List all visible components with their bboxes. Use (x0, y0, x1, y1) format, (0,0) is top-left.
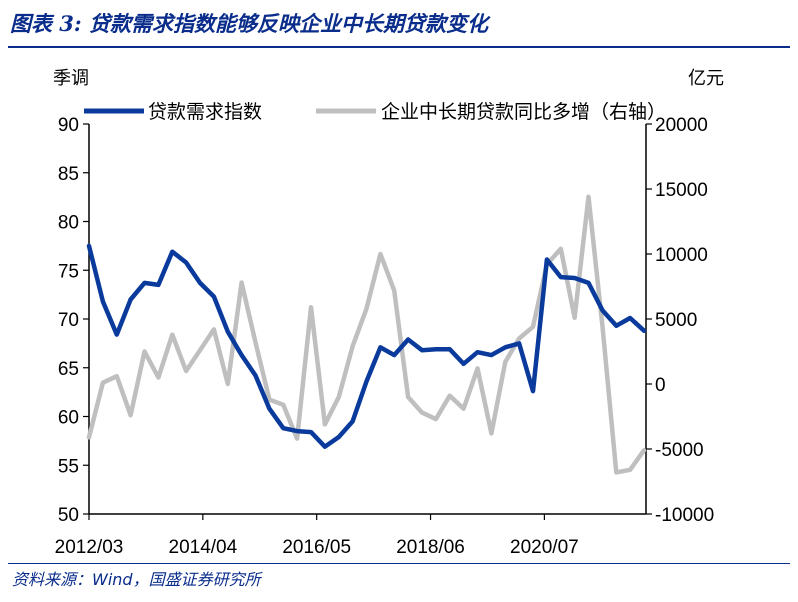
x-axis-tick-label: 2018/06 (396, 537, 465, 558)
source-divider (8, 563, 790, 564)
left-axis-tick-label: 55 (58, 456, 79, 477)
x-axis-tick-label: 2014/04 (169, 537, 238, 558)
series-line-demand-index (86, 243, 647, 449)
series-line-corporate-loans (86, 194, 647, 475)
left-axis-tick-label: 50 (58, 505, 79, 526)
right-axis-tick-label: -5000 (655, 440, 704, 461)
right-axis-unit: 亿元 (688, 68, 724, 89)
right-axis-tick-label: -10000 (655, 505, 714, 526)
left-axis-tick-label: 65 (58, 359, 79, 380)
left-axis-tick-label: 70 (58, 310, 79, 331)
right-axis-tick-label: 10000 (655, 245, 708, 266)
left-axis-tick-label: 90 (58, 115, 79, 136)
x-axis-tick-label: 2016/05 (282, 537, 351, 558)
chart-title: 图表 3: 贷款需求指数能够反映企业中长期贷款变化 (10, 11, 488, 36)
left-axis-unit: 季调 (53, 68, 89, 89)
right-axis-tick-label: 15000 (655, 180, 708, 201)
left-axis-tick-label: 75 (58, 261, 79, 282)
x-axis-tick-label: 2012/03 (55, 537, 124, 558)
legend-label-demand-index: 贷款需求指数 (148, 101, 262, 123)
x-axis-tick-label: 2020/07 (510, 537, 579, 558)
right-axis-tick-label: 0 (655, 375, 666, 396)
source-note: 资料来源：Wind，国盛证券研究所 (12, 570, 261, 589)
right-axis-tick-label: 5000 (655, 310, 697, 331)
left-axis-tick-label: 80 (58, 213, 79, 234)
legend: 贷款需求指数 企业中长期贷款同比多增（右轴） (84, 101, 666, 123)
title-divider (8, 46, 790, 48)
right-axis-tick-label: 20000 (655, 115, 708, 136)
legend-label-corporate-loans: 企业中长期贷款同比多增（右轴） (381, 101, 666, 123)
left-axis-tick-label: 60 (58, 408, 79, 429)
plot-frame (88, 124, 647, 515)
left-axis-tick-label: 85 (58, 164, 79, 185)
